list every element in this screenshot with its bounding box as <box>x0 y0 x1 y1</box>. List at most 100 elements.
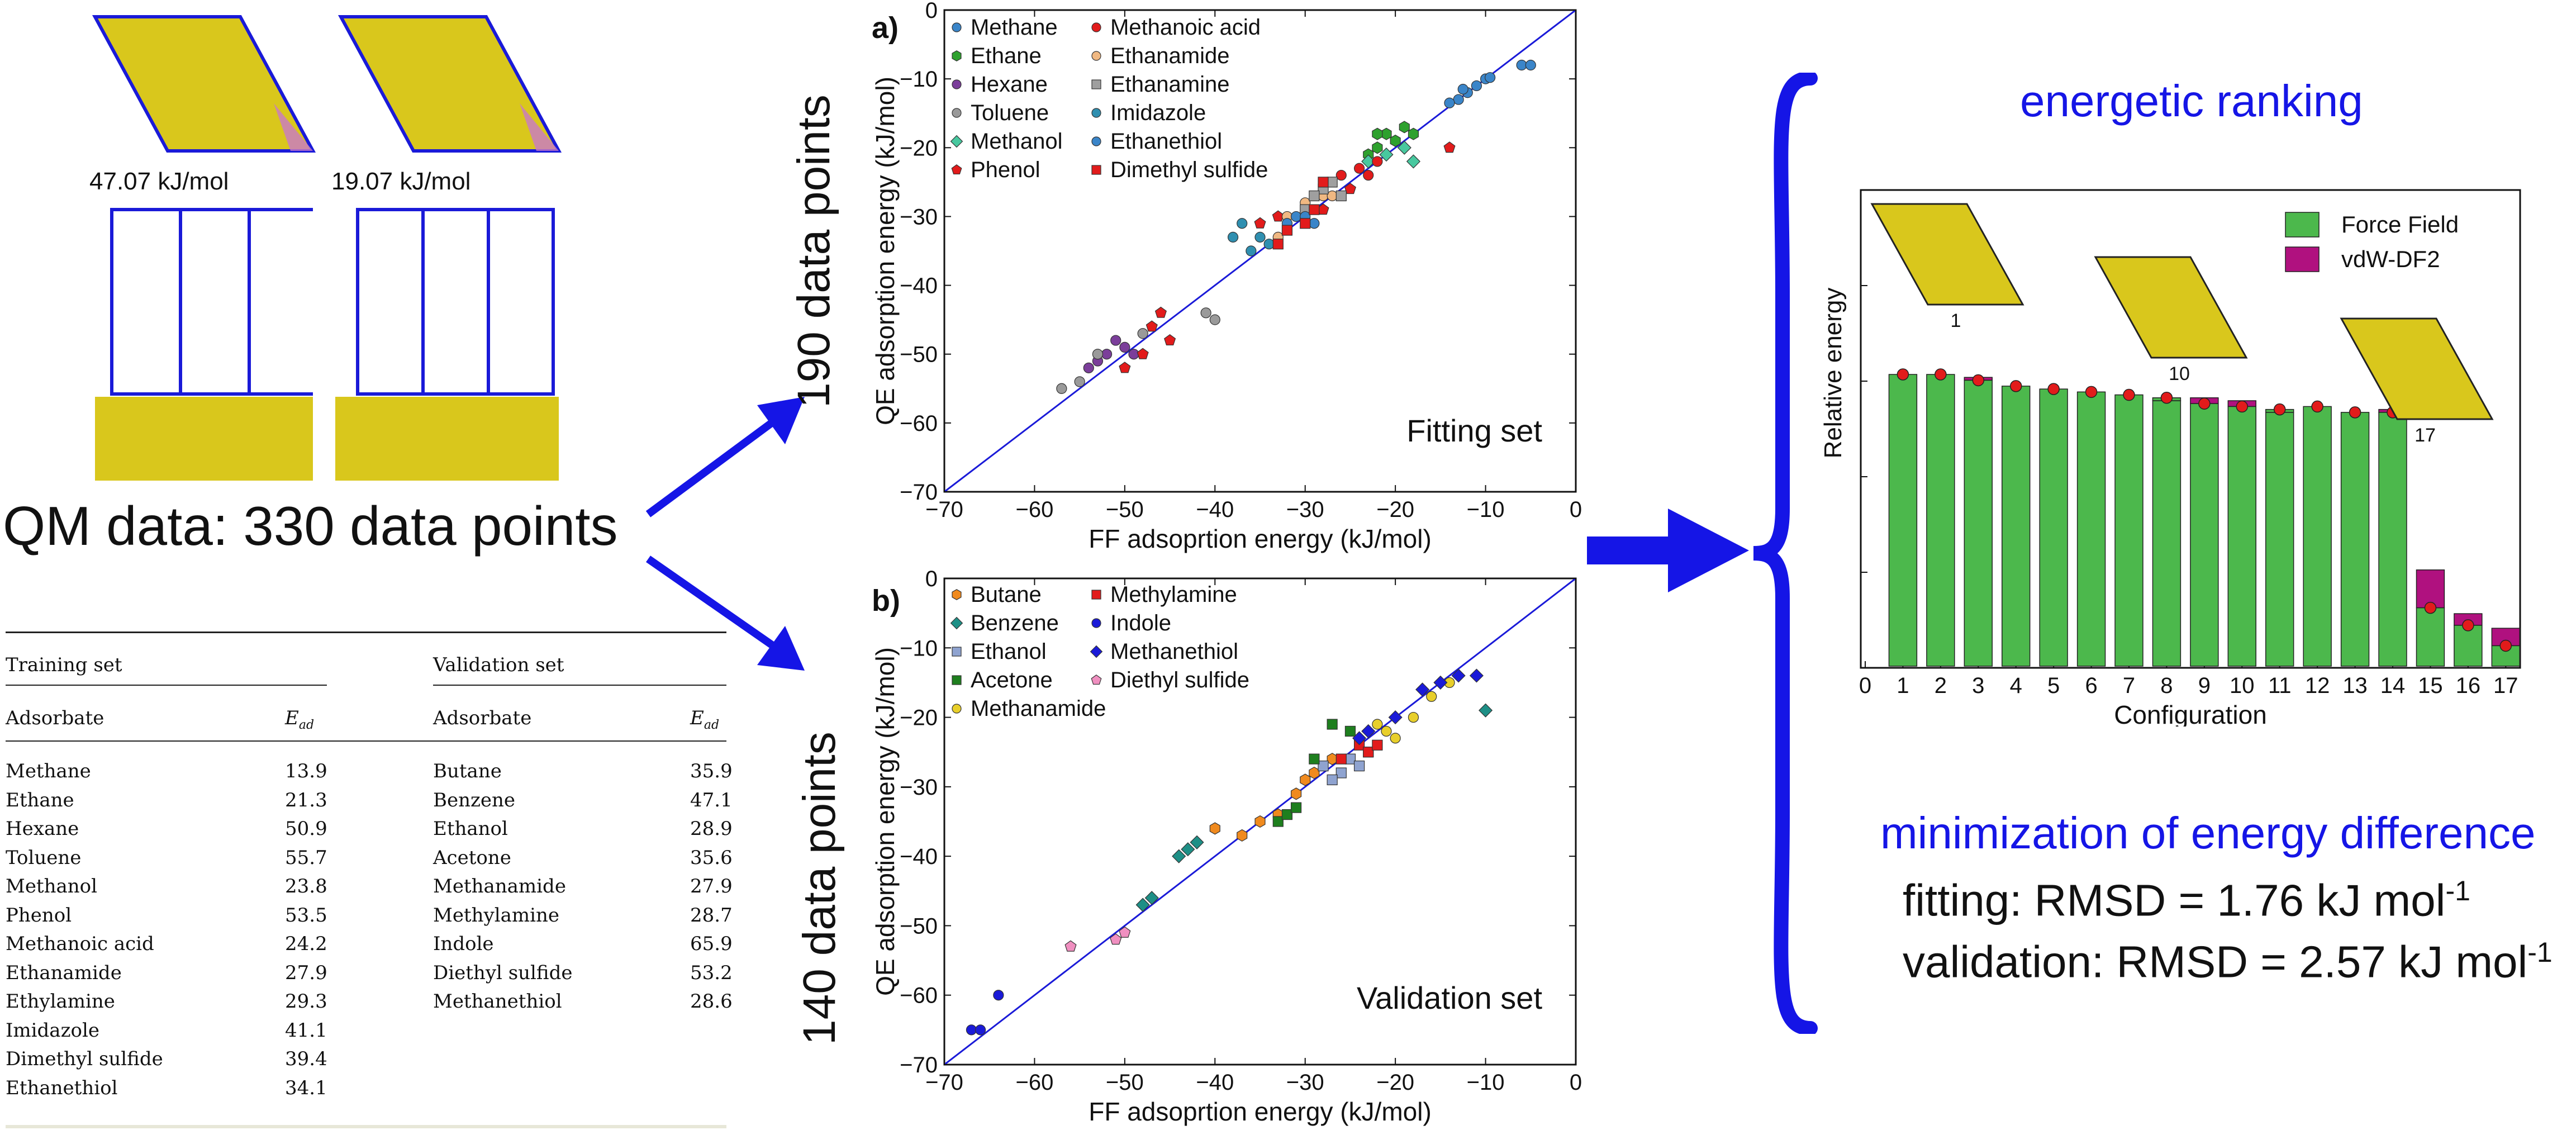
configuration-snapshot <box>1870 203 2024 306</box>
data-point <box>1318 177 1329 188</box>
table-cell-adsorbate: Phenol <box>6 904 72 927</box>
data-point <box>1290 802 1302 813</box>
force-field-point <box>2009 380 2022 392</box>
col-adsorbate-validation: Adsorbate <box>433 707 532 729</box>
table-cell-ead: 34.1 <box>285 1076 327 1099</box>
legend-marker <box>1091 136 1101 146</box>
legend-label: Toluene <box>971 101 1049 125</box>
legend-label: Indole <box>1110 611 1171 635</box>
col-adsorbate-training: Adsorbate <box>6 707 104 729</box>
y-tick-label: 0 <box>925 567 938 591</box>
data-point <box>1119 362 1131 373</box>
table-cell-adsorbate: Ethanamide <box>6 961 122 984</box>
data-point <box>1237 829 1248 842</box>
data-point <box>1469 668 1484 683</box>
table-cell-ead: 35.9 <box>690 760 733 782</box>
chart-annotation: Fitting set <box>1406 413 1542 448</box>
y-tick-label: −50 <box>900 914 938 938</box>
table-cell-adsorbate: Methanol <box>6 875 98 898</box>
data-point <box>1272 239 1284 250</box>
data-point <box>1254 815 1266 828</box>
bar-chart-ranking: 0 1 2 3 4 5 6 7 8 9 10 11 12 13 14 15 16 17ConfigurationR… <box>1819 189 2521 727</box>
force-field-bar <box>1888 374 1918 667</box>
data-point <box>1327 190 1338 202</box>
table-cell-adsorbate: Toluene <box>6 846 82 869</box>
table-cell-ead: 23.8 <box>285 875 327 898</box>
data-point <box>1408 711 1419 723</box>
legend-marker <box>952 675 962 685</box>
data-point <box>1471 80 1482 92</box>
data-point <box>1327 719 1338 730</box>
legend-label: Butane <box>971 582 1042 607</box>
x-tick-label: −50 <box>1106 497 1144 522</box>
data-point <box>1083 362 1094 373</box>
x-tick-label: 7 <box>2123 673 2135 698</box>
energetic-ranking-title: energetic ranking <box>2020 76 2363 126</box>
table-cell-adsorbate: Methanamide <box>433 875 566 898</box>
data-point <box>1281 225 1293 236</box>
vdw-bar <box>2416 569 2445 609</box>
minimization-title: minimization of energy difference <box>1880 808 2536 858</box>
table-bottom-rule <box>6 1125 726 1128</box>
legend-label: Methanol <box>971 129 1063 154</box>
table-cell-ead: 27.9 <box>285 961 327 984</box>
panel-label: b) <box>872 584 900 618</box>
data-point <box>1290 211 1302 222</box>
data-point <box>1263 239 1275 250</box>
force-field-bar <box>2416 607 2445 667</box>
table-cell-adsorbate: Methanoic acid <box>6 933 154 955</box>
table-cell-adsorbate: Ethanol <box>433 818 508 840</box>
data-point <box>1444 97 1455 108</box>
configuration-snapshot <box>2094 256 2248 359</box>
y-tick-label: −30 <box>900 205 938 229</box>
data-point <box>1457 84 1468 95</box>
data-point <box>1172 849 1186 863</box>
y-tick-label: 0 <box>925 0 938 23</box>
legend-marker <box>952 108 962 118</box>
x-tick-label: 10 <box>2230 673 2255 698</box>
data-point <box>1372 719 1383 730</box>
legend-swatch-ff <box>2285 212 2320 238</box>
legend-label: Ethanamine <box>1110 72 1229 97</box>
force-field-point <box>2198 397 2211 410</box>
table-cell-adsorbate: Diethyl sulfide <box>433 961 573 984</box>
training-header-rule <box>6 685 327 686</box>
legend-marker <box>1090 645 1103 658</box>
data-point <box>1443 141 1456 153</box>
data-point <box>1309 204 1320 215</box>
x-tick-label: −30 <box>1286 1070 1324 1095</box>
data-point <box>1200 307 1211 319</box>
legend-marker <box>952 50 962 61</box>
force-field-bar <box>2002 386 2031 667</box>
table-cell-ead: 50.9 <box>285 818 327 840</box>
data-point <box>1064 940 1077 952</box>
force-field-bar <box>2152 400 2181 667</box>
data-point <box>1300 773 1311 786</box>
x-tick-label: 13 <box>2342 673 2368 698</box>
x-tick-label: −60 <box>1015 497 1053 522</box>
data-point <box>1327 753 1338 766</box>
col-ead-validation: Ead <box>690 707 720 732</box>
legend-marker <box>950 135 963 148</box>
data-point <box>1272 816 1284 827</box>
arrow-icon <box>645 397 805 671</box>
data-point <box>1281 809 1293 820</box>
slab-image-top-left <box>89 14 319 154</box>
force-field-bar <box>2265 412 2294 667</box>
data-point <box>1379 148 1394 162</box>
table-cell-ead: 55.7 <box>285 846 327 869</box>
data-point <box>1309 766 1320 780</box>
data-point <box>1372 141 1383 154</box>
legend-label: Ethane <box>971 44 1042 68</box>
legend-marker <box>1091 108 1101 118</box>
force-field-point <box>2462 619 2474 632</box>
legend-marker <box>952 79 962 89</box>
table-cell-adsorbate: Butane <box>433 760 502 782</box>
validation-rmsd: validation: RMSD = 2.57 kJ mol-1 <box>1903 937 2553 987</box>
data-point <box>1344 725 1356 737</box>
curly-brace-icon <box>1753 73 1818 1034</box>
y-tick-label: −40 <box>900 274 938 298</box>
data-point <box>975 1024 986 1036</box>
legend-marker <box>952 647 962 657</box>
data-point <box>1344 183 1356 194</box>
